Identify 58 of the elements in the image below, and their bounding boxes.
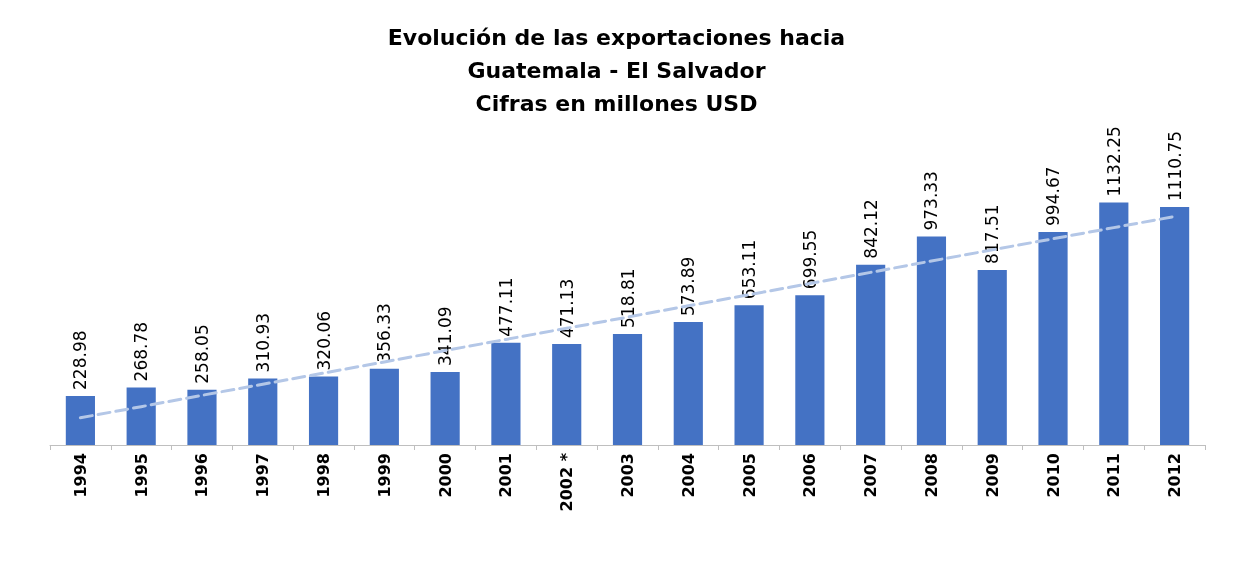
- bar: [187, 389, 217, 445]
- x-tick-label: 2002 *: [557, 452, 577, 512]
- data-label: 341.09: [435, 306, 456, 366]
- bar: [248, 378, 278, 445]
- bar: [734, 305, 764, 445]
- data-label: 973.33: [921, 171, 942, 231]
- bar: [308, 376, 339, 445]
- x-tick-label: 2012: [1165, 453, 1185, 498]
- data-label: 842.12: [860, 199, 881, 259]
- x-tick-label: 2003: [618, 453, 637, 498]
- x-tick-label: 2011: [1104, 453, 1124, 498]
- bar: [1160, 207, 1190, 445]
- data-label: 356.33: [374, 303, 395, 363]
- data-label: 228.98: [70, 330, 91, 390]
- bar: [795, 295, 825, 445]
- data-label: 1110.75: [1164, 130, 1185, 202]
- x-tick-label: 1994: [70, 453, 90, 498]
- x-tick-label: 1998: [314, 453, 334, 498]
- data-label: 518.81: [617, 268, 638, 328]
- data-label: 994.67: [1043, 166, 1064, 226]
- x-tick-label: 2001: [496, 453, 516, 498]
- bar: [430, 371, 460, 445]
- x-tick-label: 2006: [800, 453, 820, 498]
- data-label: 471.13: [556, 278, 577, 339]
- data-label: 320.06: [313, 310, 334, 371]
- data-label: 258.05: [191, 324, 212, 384]
- data-label: 477.11: [495, 277, 516, 337]
- x-tick-label: 2000: [435, 453, 455, 498]
- bar: [916, 236, 947, 445]
- bar: [552, 344, 582, 445]
- x-tick-label: 2009: [982, 453, 1002, 498]
- bar: [126, 387, 156, 445]
- x-tick-label: 1995: [131, 453, 151, 498]
- x-tick-label: 2007: [861, 453, 881, 498]
- bar: [612, 333, 643, 445]
- bar: [1038, 231, 1068, 445]
- x-tick-label: 1999: [374, 453, 394, 498]
- data-label: 1132.25: [1103, 126, 1124, 197]
- data-label: 653.11: [739, 239, 760, 300]
- data-label: 573.89: [678, 256, 699, 317]
- x-tick-label: 1997: [253, 453, 273, 498]
- chart-title: Evolución de las exportaciones hacia Guatemala - El Salvador Cifras en millones USD: [387, 25, 846, 116]
- data-label: 310.93: [252, 312, 273, 373]
- bar: [1099, 202, 1129, 445]
- x-tick-label: 1996: [192, 453, 212, 498]
- data-label: 268.78: [131, 321, 152, 382]
- x-tick-label: 2008: [921, 453, 941, 498]
- bar: [65, 395, 95, 445]
- x-tick-label: 2010: [1043, 453, 1063, 498]
- x-tick-label: 2004: [678, 453, 698, 498]
- bar: [673, 322, 703, 445]
- data-label: 699.55: [799, 229, 820, 290]
- data-label: 817.51: [982, 204, 1003, 264]
- bar: [977, 269, 1007, 445]
- bar: [491, 342, 521, 445]
- x-tick-label: 2005: [739, 453, 759, 498]
- bar: [856, 264, 886, 445]
- bar: [369, 368, 399, 445]
